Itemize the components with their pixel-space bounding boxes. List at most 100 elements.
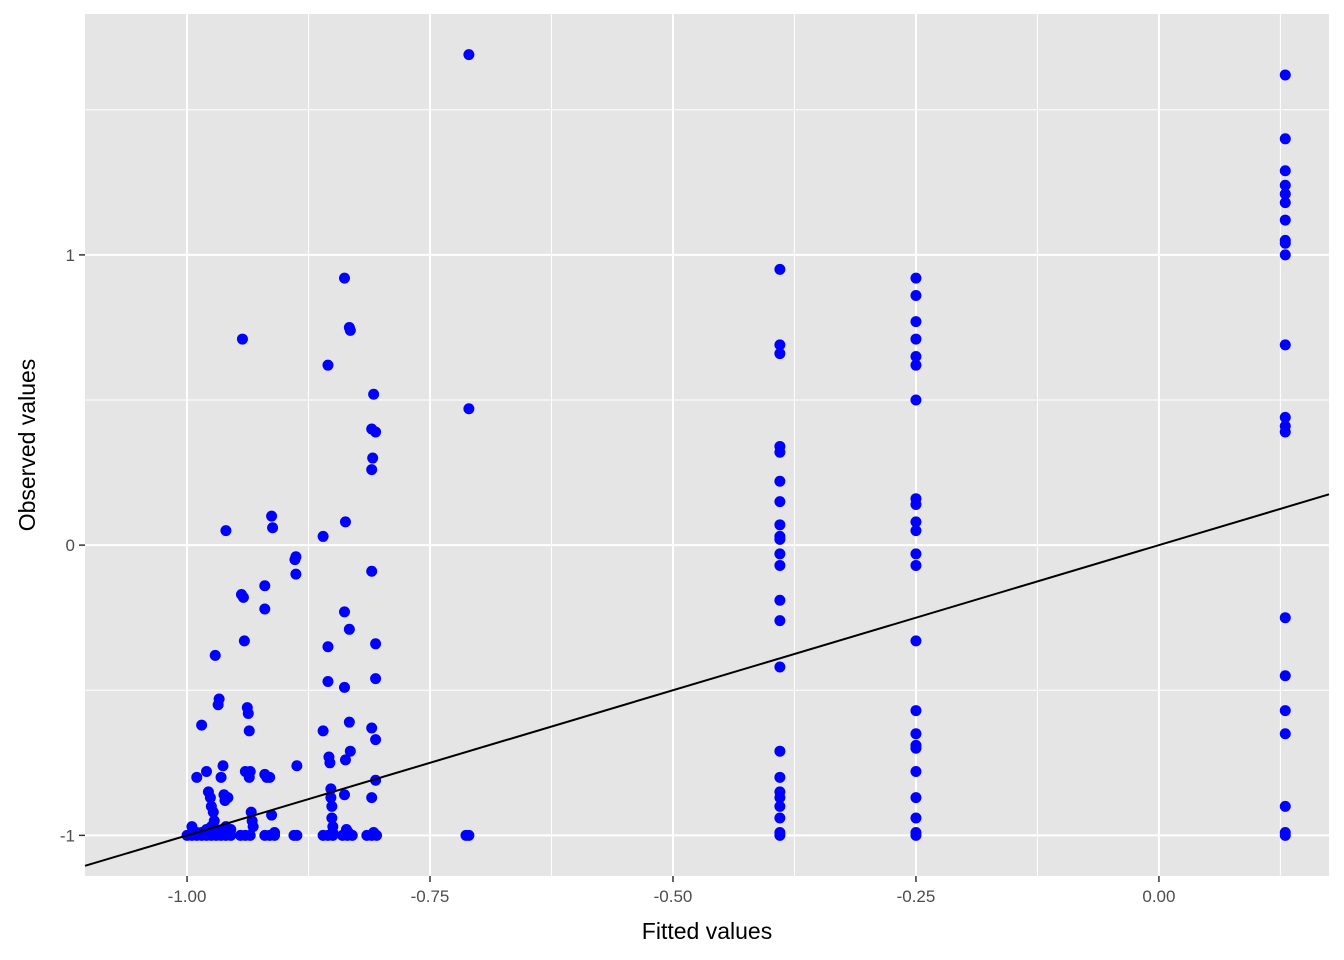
data-point	[910, 705, 922, 717]
data-point	[1279, 339, 1291, 351]
x-tick-label: -0.25	[897, 887, 936, 906]
data-point	[1279, 612, 1291, 624]
data-point	[774, 745, 786, 757]
data-point	[1279, 179, 1291, 191]
data-point	[910, 548, 922, 560]
data-point	[213, 693, 225, 705]
data-point	[774, 812, 786, 824]
data-point	[910, 635, 922, 647]
data-point	[774, 348, 786, 360]
data-point	[1279, 69, 1291, 81]
data-point	[774, 533, 786, 545]
data-point	[247, 821, 259, 833]
data-point	[1279, 705, 1291, 717]
data-point	[368, 826, 380, 838]
data-point	[204, 792, 216, 804]
data-point	[1279, 197, 1291, 209]
data-point	[910, 525, 922, 537]
data-point	[291, 829, 303, 841]
data-point	[463, 403, 475, 415]
data-point	[910, 498, 922, 510]
data-point	[366, 464, 378, 476]
data-point	[910, 742, 922, 754]
x-tick-label: -0.50	[654, 887, 693, 906]
data-point	[220, 525, 232, 537]
data-point	[910, 728, 922, 740]
data-point	[266, 809, 278, 821]
y-axis-title: Observed values	[14, 359, 40, 532]
data-point	[259, 580, 271, 592]
data-point	[343, 623, 355, 635]
data-point	[322, 641, 334, 653]
data-point	[774, 800, 786, 812]
data-point	[1279, 728, 1291, 740]
data-point	[774, 661, 786, 673]
data-point	[367, 452, 379, 464]
data-point	[196, 719, 208, 731]
data-point	[322, 676, 334, 688]
data-point	[200, 766, 212, 778]
data-point	[342, 826, 354, 838]
data-point	[1279, 165, 1291, 177]
data-point	[344, 745, 356, 757]
data-point	[910, 316, 922, 328]
data-point	[774, 829, 786, 841]
data-point	[910, 359, 922, 371]
data-point	[289, 554, 301, 566]
data-point	[910, 394, 922, 406]
data-point	[264, 771, 276, 783]
data-point	[774, 615, 786, 627]
data-point	[290, 568, 302, 580]
data-point	[910, 559, 922, 571]
data-point	[366, 565, 378, 577]
data-point	[238, 635, 250, 647]
data-point	[222, 792, 234, 804]
data-point	[370, 734, 382, 746]
x-axis-ticks: -1.00 -0.75 -0.50 -0.25 0.00	[168, 876, 1175, 906]
data-point	[317, 530, 329, 542]
data-point	[322, 359, 334, 371]
data-point	[244, 829, 256, 841]
data-point	[266, 510, 278, 522]
data-point	[208, 815, 220, 827]
data-point	[339, 516, 351, 528]
data-point	[370, 673, 382, 685]
data-point	[370, 638, 382, 650]
data-point	[1279, 829, 1291, 841]
data-point	[460, 829, 472, 841]
data-point	[207, 806, 219, 818]
data-point	[338, 789, 350, 801]
data-point	[366, 722, 378, 734]
data-point	[366, 792, 378, 804]
data-point	[774, 496, 786, 508]
x-tick-label: -1.00	[168, 887, 207, 906]
data-point	[344, 324, 356, 336]
data-point	[324, 757, 336, 769]
data-point	[1279, 411, 1291, 423]
data-point	[774, 792, 786, 804]
data-point	[910, 792, 922, 804]
plot-panel	[85, 14, 1329, 876]
identity-reference-line	[84, 493, 1330, 867]
data-point	[910, 829, 922, 841]
data-point	[1279, 237, 1291, 249]
data-point	[259, 603, 271, 615]
data-point	[326, 800, 338, 812]
data-point	[338, 272, 350, 284]
data-point	[267, 522, 279, 534]
data-point	[343, 716, 355, 728]
x-axis-title: Fitted values	[642, 918, 772, 944]
data-point	[1279, 188, 1291, 200]
data-point	[339, 754, 351, 766]
data-point	[242, 707, 254, 719]
data-point	[326, 812, 338, 824]
data-point	[774, 771, 786, 783]
data-point	[910, 812, 922, 824]
x-tick-label: 0.00	[1142, 887, 1175, 906]
data-point	[910, 272, 922, 284]
data-point	[774, 475, 786, 487]
data-point	[225, 824, 237, 836]
data-point	[910, 350, 922, 362]
data-point	[368, 388, 380, 400]
